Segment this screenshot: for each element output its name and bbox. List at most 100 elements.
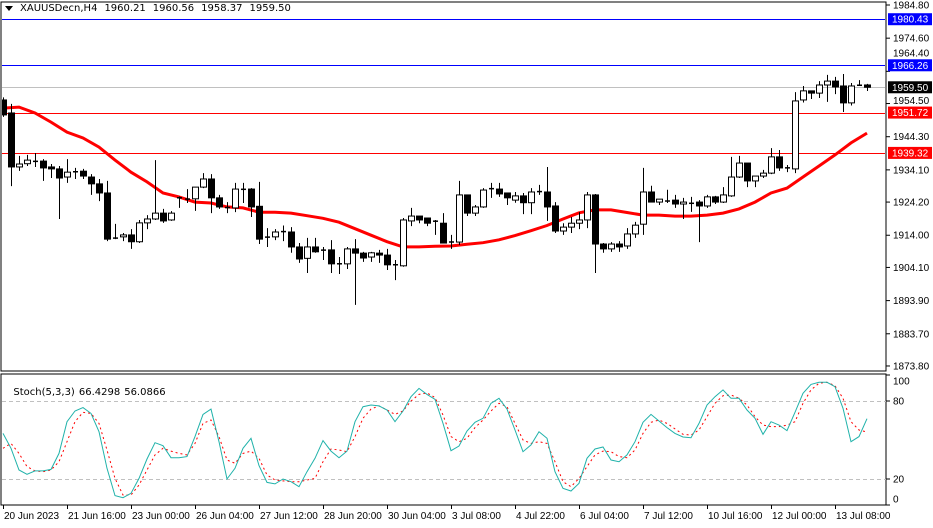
stoch-tick-label: 80 — [893, 397, 905, 408]
candle-body-bear — [424, 217, 431, 224]
stochastic-panel[interactable] — [0, 373, 887, 506]
candle-body-bull — [136, 222, 143, 243]
candle-body-bull — [272, 231, 279, 238]
candle — [136, 219, 143, 244]
candle — [113, 223, 118, 240]
candle-body-bull — [168, 212, 175, 221]
candle — [512, 191, 519, 203]
candle-body-bear — [96, 183, 103, 194]
candle-body-bull — [848, 85, 855, 104]
candle — [680, 197, 687, 219]
candle — [480, 188, 487, 208]
candle-body-bull — [24, 159, 31, 165]
time-tick-label: 7 Jul 12:00 — [644, 511, 693, 522]
price-tick-label: 1914.00 — [893, 231, 930, 242]
candle — [584, 191, 591, 229]
candle — [2, 97, 7, 117]
candle — [216, 194, 223, 209]
candle-body-bull — [472, 206, 479, 214]
candle — [384, 248, 391, 271]
candle-body-bull — [304, 246, 311, 259]
open-price: 1960.21 — [104, 3, 146, 14]
candle — [449, 234, 454, 249]
time-tick-label: 13 Jul 08:00 — [836, 511, 891, 522]
candle — [185, 189, 190, 204]
candle-body-bull — [640, 191, 647, 225]
candle-body-bear — [160, 212, 167, 222]
candle-body-bear — [496, 188, 503, 195]
candle — [152, 160, 159, 220]
candle — [272, 229, 279, 241]
price-tick-label: 1873.80 — [893, 361, 930, 372]
time-tick-label: 3 Jul 08:00 — [452, 511, 501, 522]
candle-body-doji — [73, 171, 78, 173]
candle — [456, 180, 463, 245]
candle — [537, 184, 542, 195]
candle-body-doji — [537, 190, 542, 193]
stoch-tick-label: 0 — [893, 495, 899, 506]
candle — [544, 166, 551, 221]
time-axis: 20 Jun 2023 21 Jun 16:00 23 Jun 00:00 26 Ju… — [3, 505, 891, 522]
candle — [857, 80, 862, 86]
time-tick-label: 23 Jun 00:00 — [132, 511, 190, 522]
candle-body-bear — [440, 222, 447, 244]
candle — [232, 182, 239, 213]
price-tag-bg — [888, 13, 932, 26]
candle — [376, 249, 383, 263]
candle-body-bear — [672, 199, 679, 205]
candle — [192, 186, 199, 211]
candle-body-bull — [560, 226, 567, 232]
candle-body-bull — [736, 162, 743, 178]
candle — [80, 168, 87, 179]
candle — [24, 154, 31, 166]
candle — [433, 219, 438, 235]
stochastic-label: Stoch(5,3,3) 66.4298 56.0866 — [7, 376, 170, 398]
symbol-timeframe: XAUUSDecn,H4 — [20, 3, 98, 14]
price-panel-frame — [0, 1, 887, 372]
price-tick-label: 1944.30 — [893, 132, 930, 143]
candle-body-bear — [776, 156, 783, 169]
candle-body-bear — [328, 249, 335, 265]
candle — [568, 217, 575, 233]
time-tick-label: 28 Jun 20:00 — [324, 511, 382, 522]
candle-body-bear — [208, 178, 215, 199]
candle — [265, 228, 270, 247]
candle — [768, 148, 775, 175]
candle — [665, 189, 670, 204]
candle-body-bear — [128, 234, 135, 243]
stoch-signal-line — [2, 381, 868, 496]
candle — [48, 164, 55, 179]
candle — [73, 167, 78, 179]
candle-body-bull — [760, 172, 767, 177]
candle-body-bull — [792, 100, 799, 170]
candle — [504, 192, 511, 205]
candle — [760, 169, 767, 179]
candle — [848, 83, 855, 106]
candle — [624, 228, 631, 249]
candle-body-bear — [416, 215, 423, 221]
time-tick-label: 26 Jun 04:00 — [196, 511, 254, 522]
high-price: 1960.56 — [152, 3, 195, 14]
candle — [752, 175, 759, 188]
candle — [552, 202, 559, 233]
candle — [816, 81, 823, 99]
candle-body-bear — [600, 243, 607, 250]
price-panel[interactable] — [0, 1, 887, 372]
candle-body-bull — [528, 191, 535, 204]
candle-body-bear — [808, 90, 815, 94]
dropdown-triangle-icon[interactable] — [5, 6, 13, 11]
candle-body-doji — [113, 237, 118, 239]
candle-body-doji — [449, 241, 454, 243]
candle-body-bull — [816, 84, 823, 94]
candle-body-bull — [16, 163, 23, 168]
candle — [632, 221, 639, 238]
candle-body-bull — [152, 212, 159, 220]
candle-body-doji — [489, 187, 494, 190]
candle — [808, 90, 815, 99]
candle — [408, 207, 415, 227]
candle-body-bear — [104, 192, 111, 240]
candle — [424, 217, 431, 227]
price-tick-label: 1964.40 — [893, 48, 930, 59]
price-axis: 1984.80 1974.60 1964.40 1954.50 1944.30 1934.… — [886, 0, 933, 528]
